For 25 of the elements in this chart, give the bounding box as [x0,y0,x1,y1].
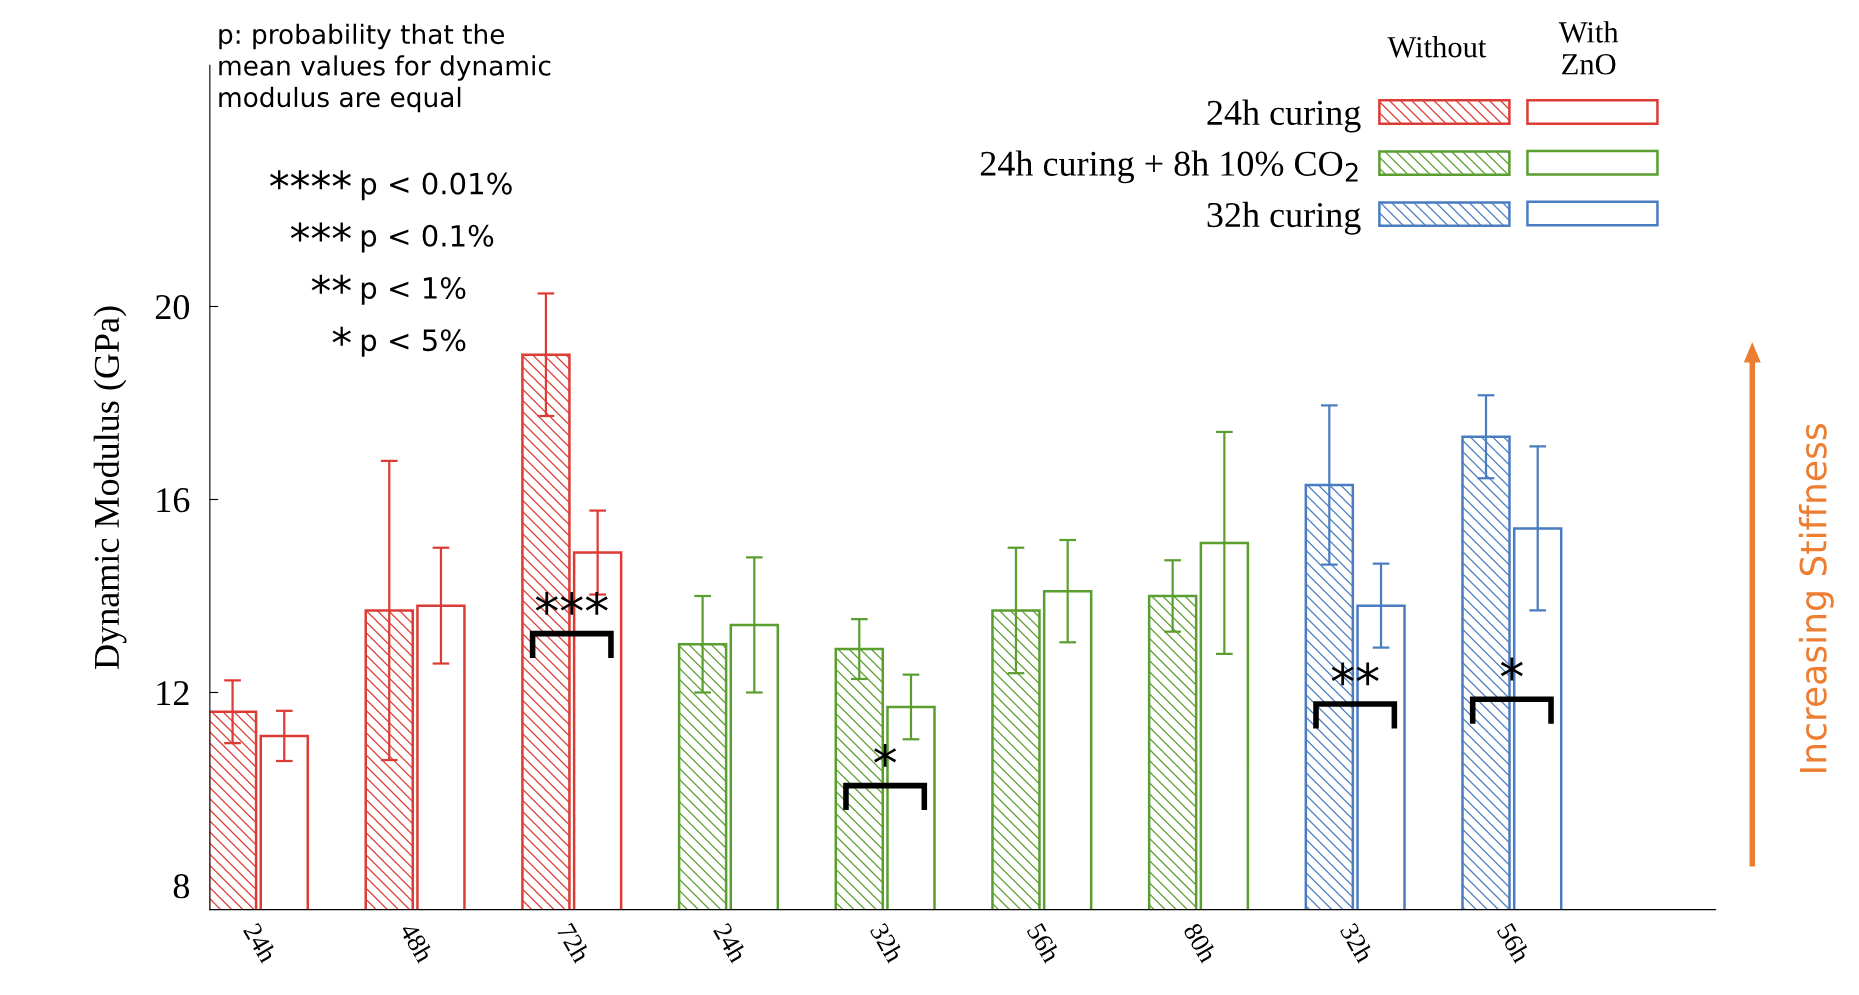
y-tick-label: 16 [157,488,190,513]
legend-label: 32h curing [1207,201,1361,235]
annotation: ** p < 1% [311,274,466,305]
annotation: *** p < 0.1% [290,222,494,253]
text: Increasing Stiffness [1798,424,1834,772]
y-tick-label: 8 [173,874,190,899]
legend-label: 24h curing [1207,99,1361,133]
x-tick-label: 24h [243,921,279,964]
x-tick-label: 32h [1339,921,1375,964]
annotation: * p < 5% [332,326,466,357]
x-tick-label: 56h [1026,922,1062,964]
legend-label: 24h curing + 8h 10% CO$_{2}$ [980,150,1358,184]
annotation: p: probability that the mean values for dynamic modulus are equal [219,23,551,113]
annotation: With ZnO [1558,21,1619,75]
x-tick-label: 80h [1182,921,1219,964]
annotation: **** p < 0.01% [270,170,512,201]
y-tick-label: 12 [157,681,189,706]
x-tick-label: 72h [556,922,592,964]
text: Without [1387,35,1487,58]
x-tick-label: 32h [869,921,905,964]
x-tick-label: 56h [1496,922,1532,964]
y-axis-title: Dynamic Modulus (GPa) [93,306,127,669]
x-tick-label: 48h [399,921,435,964]
y-tick-label: 20 [155,294,190,320]
x-tick-label: 24h [713,921,749,964]
